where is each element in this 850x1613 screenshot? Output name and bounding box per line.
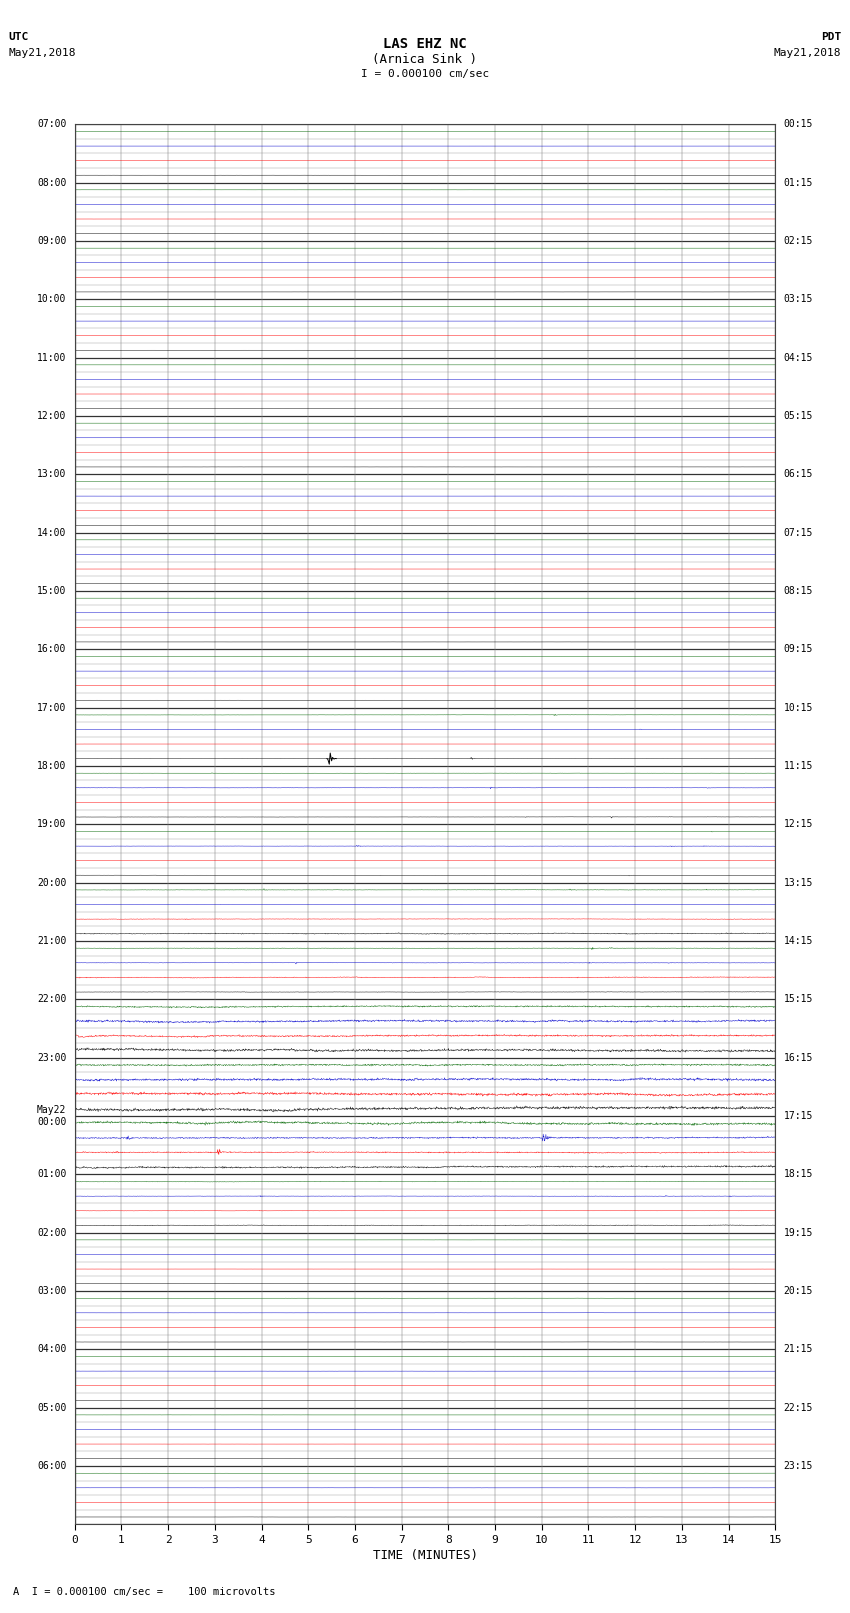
Text: 06:00: 06:00 <box>37 1461 66 1471</box>
Text: 09:15: 09:15 <box>784 644 813 655</box>
Text: 12:00: 12:00 <box>37 411 66 421</box>
Text: 04:00: 04:00 <box>37 1344 66 1355</box>
Text: 10:00: 10:00 <box>37 294 66 305</box>
Text: 23:00: 23:00 <box>37 1053 66 1063</box>
Text: 18:15: 18:15 <box>784 1169 813 1179</box>
Text: I = 0.000100 cm/sec: I = 0.000100 cm/sec <box>361 69 489 79</box>
Text: 01:15: 01:15 <box>784 177 813 187</box>
Text: 09:00: 09:00 <box>37 235 66 245</box>
Text: 19:00: 19:00 <box>37 819 66 829</box>
Text: 00:15: 00:15 <box>784 119 813 129</box>
Text: 11:15: 11:15 <box>784 761 813 771</box>
Text: 22:00: 22:00 <box>37 994 66 1005</box>
Text: 15:15: 15:15 <box>784 994 813 1005</box>
Text: 08:00: 08:00 <box>37 177 66 187</box>
Text: 22:15: 22:15 <box>784 1403 813 1413</box>
Text: 07:00: 07:00 <box>37 119 66 129</box>
Text: 21:00: 21:00 <box>37 936 66 945</box>
Text: 02:00: 02:00 <box>37 1227 66 1237</box>
Text: 16:00: 16:00 <box>37 644 66 655</box>
Text: May21,2018: May21,2018 <box>8 48 76 58</box>
Text: 17:15: 17:15 <box>784 1111 813 1121</box>
Text: 12:15: 12:15 <box>784 819 813 829</box>
Text: 19:15: 19:15 <box>784 1227 813 1237</box>
Text: 16:15: 16:15 <box>784 1053 813 1063</box>
Text: 10:15: 10:15 <box>784 703 813 713</box>
Text: 15:00: 15:00 <box>37 586 66 595</box>
Text: May21,2018: May21,2018 <box>774 48 842 58</box>
Text: 21:15: 21:15 <box>784 1344 813 1355</box>
Text: 11:00: 11:00 <box>37 353 66 363</box>
Text: 04:15: 04:15 <box>784 353 813 363</box>
Text: (Arnica Sink ): (Arnica Sink ) <box>372 53 478 66</box>
Text: 18:00: 18:00 <box>37 761 66 771</box>
Text: 07:15: 07:15 <box>784 527 813 537</box>
Text: 20:00: 20:00 <box>37 877 66 887</box>
Text: 20:15: 20:15 <box>784 1286 813 1295</box>
Text: UTC: UTC <box>8 32 29 42</box>
Text: 13:15: 13:15 <box>784 877 813 887</box>
Text: 02:15: 02:15 <box>784 235 813 245</box>
X-axis label: TIME (MINUTES): TIME (MINUTES) <box>372 1548 478 1561</box>
Text: PDT: PDT <box>821 32 842 42</box>
Text: May22
00:00: May22 00:00 <box>37 1105 66 1127</box>
Text: 23:15: 23:15 <box>784 1461 813 1471</box>
Text: 14:15: 14:15 <box>784 936 813 945</box>
Text: 05:15: 05:15 <box>784 411 813 421</box>
Text: 03:15: 03:15 <box>784 294 813 305</box>
Text: 13:00: 13:00 <box>37 469 66 479</box>
Text: A  I = 0.000100 cm/sec =    100 microvolts: A I = 0.000100 cm/sec = 100 microvolts <box>13 1587 275 1597</box>
Text: 03:00: 03:00 <box>37 1286 66 1295</box>
Text: 01:00: 01:00 <box>37 1169 66 1179</box>
Text: 17:00: 17:00 <box>37 703 66 713</box>
Text: 14:00: 14:00 <box>37 527 66 537</box>
Text: 06:15: 06:15 <box>784 469 813 479</box>
Text: 05:00: 05:00 <box>37 1403 66 1413</box>
Text: 08:15: 08:15 <box>784 586 813 595</box>
Text: LAS EHZ NC: LAS EHZ NC <box>383 37 467 52</box>
